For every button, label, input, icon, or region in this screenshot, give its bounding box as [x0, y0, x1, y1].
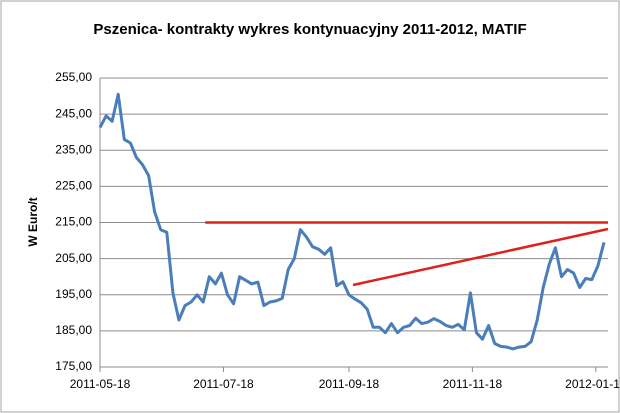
y-tick-label: 215,00	[55, 215, 92, 229]
chart-title: Pszenica- kontrakty wykres kontynuacyjny…	[93, 21, 526, 38]
y-tick-label: 245,00	[55, 106, 92, 120]
x-tick-label: 2011-11-18	[443, 377, 503, 391]
price-line	[98, 92, 606, 351]
y-tick-label: 235,00	[55, 142, 92, 156]
x-tick-label: 2011-07-18	[193, 377, 254, 391]
x-tick-label: 2012-01-18	[565, 377, 620, 391]
y-tick-label: 255,00	[55, 70, 92, 84]
x-tick-label: 2011-05-18	[70, 377, 131, 391]
y-tick-label: 185,00	[55, 323, 92, 337]
y-tick-label: 175,00	[55, 359, 92, 373]
y-tick-label: 195,00	[55, 287, 92, 301]
y-axis-label: W Euro/t	[26, 197, 40, 246]
y-tick-label: 225,00	[55, 179, 92, 193]
y-tick-label: 205,00	[55, 251, 92, 265]
trend-line	[352, 227, 609, 287]
x-tick-label: 2011-09-18	[319, 377, 380, 391]
